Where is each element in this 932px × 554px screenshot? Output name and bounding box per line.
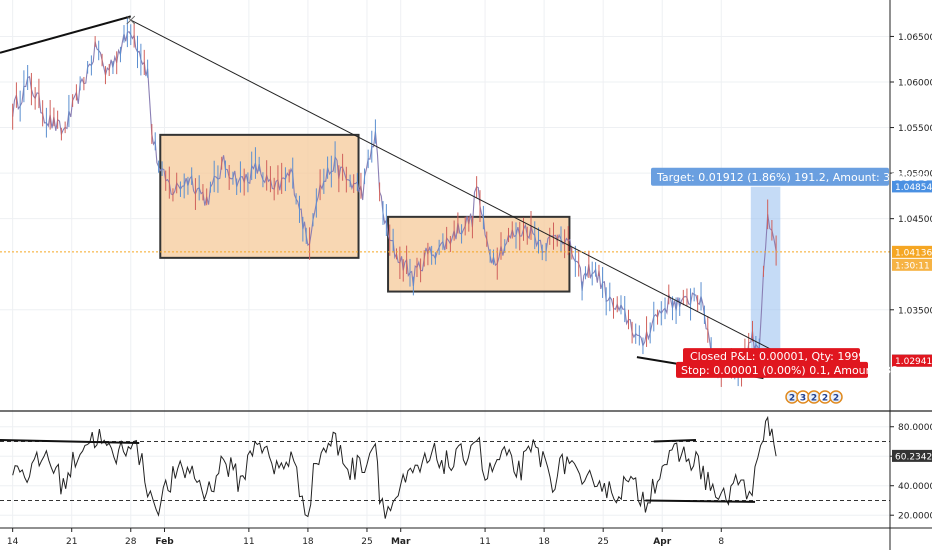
countdown-label: 1:30:11: [895, 261, 930, 271]
oscillator-panel[interactable]: [0, 415, 890, 519]
xtick-label-1: 21: [66, 537, 77, 547]
xtick-label-2: 28: [125, 537, 137, 547]
range-box-2[interactable]: [387, 215, 571, 293]
xtick-label-6: 25: [361, 537, 372, 547]
price-ytick-label-0: 1.06500: [898, 33, 932, 43]
xtick-label-4: 11: [243, 537, 254, 547]
price-badge-label-1: 1.04136: [895, 248, 932, 258]
price-panel[interactable]: [0, 15, 890, 387]
event-marker-label: 2: [811, 394, 817, 404]
osc-ytick-label-0: 80.0000: [898, 423, 932, 433]
xtick-label-11: Apr: [653, 537, 671, 547]
osc-series-line: [12, 415, 777, 519]
price-badge-label-3: 1.02941: [895, 357, 932, 367]
price-trendline-1[interactable]: [0, 15, 132, 54]
osc-value-label: 60.2342: [895, 452, 932, 462]
xtick-label-9: 18: [538, 537, 550, 547]
price-ytick-label-5: 1.03500: [898, 306, 932, 316]
stop-label-box: [676, 361, 868, 378]
range-box-1[interactable]: [159, 133, 360, 259]
label-layer: Target: 0.01912 (1.86%) 191.2, Amount: 3…: [651, 167, 929, 404]
price-ytick-label-2: 1.05500: [898, 124, 932, 134]
price-trendline-2[interactable]: [130, 19, 806, 368]
event-marker-label: 2: [789, 394, 795, 404]
price-ytick-label-4: 1.04500: [898, 215, 932, 225]
price-badge-box: [892, 354, 932, 367]
xtick-label-0: 14: [7, 537, 19, 547]
countdown-badge-box: [892, 258, 932, 271]
peak-cross-marker: [126, 15, 136, 25]
xtick-label-10: 25: [597, 537, 608, 547]
price-badge-box: [892, 180, 932, 193]
xtick-label-3: Feb: [155, 537, 174, 547]
osc-trendline-3[interactable]: [653, 439, 697, 443]
price-badge-box: [892, 245, 932, 258]
price-badge-label-0: 1.04854: [895, 183, 932, 193]
xtick-label-5: 18: [302, 537, 314, 547]
stop-label: Stop: 0.00001 (0.00%) 0.1, Amount: 38: [681, 364, 898, 377]
target-label: Target: 0.01912 (1.86%) 191.2, Amount: 3…: [656, 171, 929, 184]
price-ytick-label-3: 1.05000: [898, 170, 932, 180]
xtick-label-12: 8: [718, 537, 724, 547]
price-ytick-label-1: 1.06000: [898, 79, 932, 89]
osc-value-badge-box: [892, 449, 932, 462]
event-marker-label: 2: [833, 394, 839, 404]
event-marker-circle[interactable]: [829, 390, 843, 404]
xtick-label-7: Mar: [391, 537, 411, 547]
target-label-box: [651, 167, 889, 186]
osc-trendline-1[interactable]: [0, 439, 140, 444]
osc-trendline-2[interactable]: [645, 499, 756, 503]
osc-ytick-label-3: 20.0000: [898, 512, 932, 522]
event-marker-label: 2: [822, 394, 828, 404]
closed-pl-label: Closed P&L: 0.00001, Qty: 199999: [690, 350, 879, 363]
xtick-label-8: 11: [479, 537, 490, 547]
osc-ytick-label-2: 40.0000: [898, 482, 932, 492]
closed-pl-label-box: [683, 348, 860, 365]
price-series-line: [12, 31, 777, 379]
target-zone[interactable]: [750, 186, 781, 351]
event-marker-label: 3: [800, 394, 806, 404]
